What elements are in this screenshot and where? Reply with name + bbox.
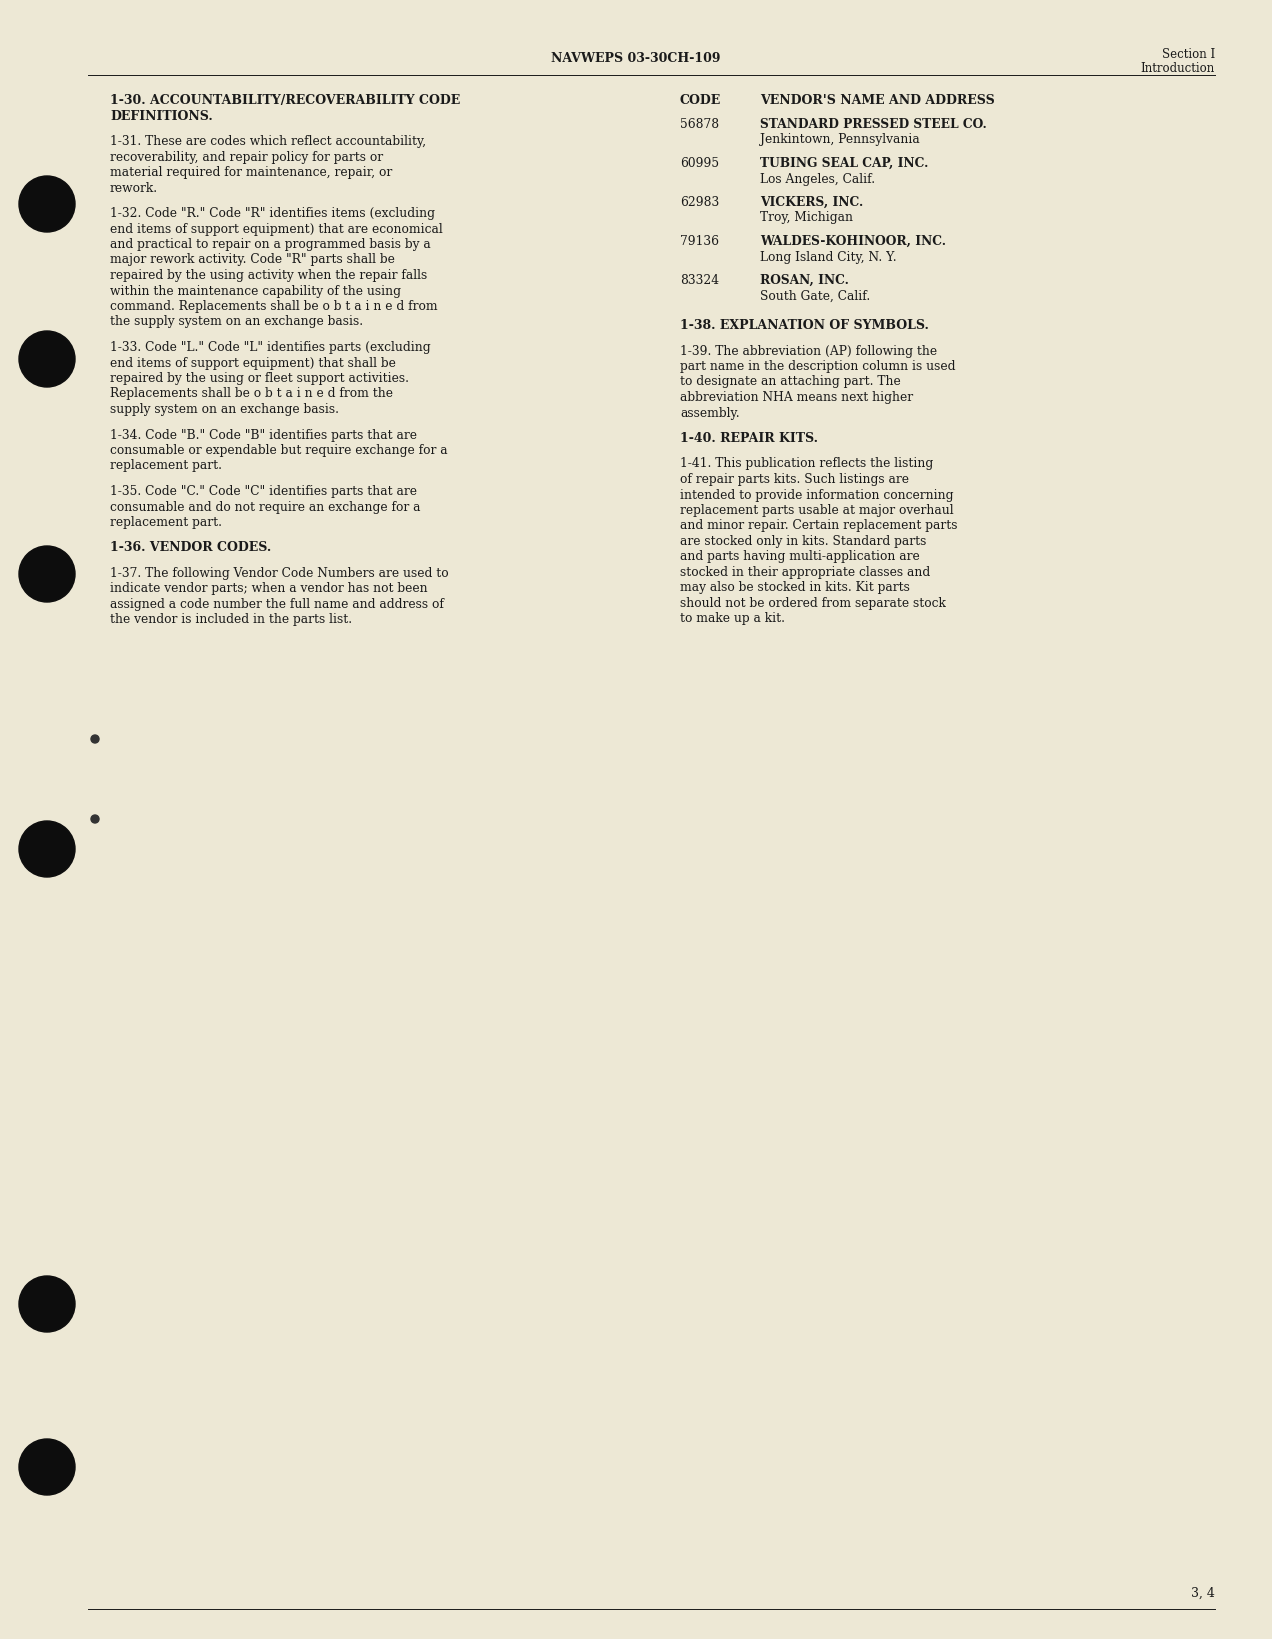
Circle shape (19, 547, 75, 603)
Text: VICKERS, INC.: VICKERS, INC. (759, 197, 864, 208)
Text: TUBING SEAL CAP, INC.: TUBING SEAL CAP, INC. (759, 157, 929, 170)
Text: consumable and do not require an exchange for a: consumable and do not require an exchang… (109, 500, 421, 513)
Text: 1-31. These are codes which reflect accountability,: 1-31. These are codes which reflect acco… (109, 134, 426, 148)
Text: replacement parts usable at major overhaul: replacement parts usable at major overha… (681, 503, 954, 516)
Text: Jenkintown, Pennsylvania: Jenkintown, Pennsylvania (759, 133, 920, 146)
Text: abbreviation NHA means next higher: abbreviation NHA means next higher (681, 390, 913, 403)
Text: 1-39. The abbreviation (AP) following the: 1-39. The abbreviation (AP) following th… (681, 344, 937, 357)
Text: 62983: 62983 (681, 197, 719, 208)
Text: replacement part.: replacement part. (109, 516, 223, 529)
Text: South Gate, Calif.: South Gate, Calif. (759, 290, 870, 302)
Text: consumable or expendable but require exchange for a: consumable or expendable but require exc… (109, 444, 448, 457)
Text: 1-33. Code "L." Code "L" identifies parts (excluding: 1-33. Code "L." Code "L" identifies part… (109, 341, 431, 354)
Text: 1-38. EXPLANATION OF SYMBOLS.: 1-38. EXPLANATION OF SYMBOLS. (681, 320, 929, 331)
Text: supply system on an exchange basis.: supply system on an exchange basis. (109, 403, 340, 416)
Text: to make up a kit.: to make up a kit. (681, 611, 785, 624)
Text: 79136: 79136 (681, 234, 719, 247)
Text: part name in the description column is used: part name in the description column is u… (681, 361, 955, 372)
Text: Long Island City, N. Y.: Long Island City, N. Y. (759, 251, 897, 264)
Text: to designate an attaching part. The: to designate an attaching part. The (681, 375, 901, 388)
Text: 83324: 83324 (681, 274, 719, 287)
Circle shape (92, 816, 99, 823)
Text: WALDES-KOHINOOR, INC.: WALDES-KOHINOOR, INC. (759, 234, 946, 247)
Text: replacement part.: replacement part. (109, 459, 223, 472)
Text: end items of support equipment) that are economical: end items of support equipment) that are… (109, 223, 443, 236)
Text: and minor repair. Certain replacement parts: and minor repair. Certain replacement pa… (681, 520, 958, 533)
Text: end items of support equipment) that shall be: end items of support equipment) that sha… (109, 356, 396, 369)
Text: 1-40. REPAIR KITS.: 1-40. REPAIR KITS. (681, 431, 818, 444)
Text: repaired by the using or fleet support activities.: repaired by the using or fleet support a… (109, 372, 410, 385)
Text: rework.: rework. (109, 182, 158, 195)
Text: 1-34. Code "B." Code "B" identifies parts that are: 1-34. Code "B." Code "B" identifies part… (109, 428, 417, 441)
Text: Troy, Michigan: Troy, Michigan (759, 211, 854, 225)
Text: 1-36. VENDOR CODES.: 1-36. VENDOR CODES. (109, 541, 271, 554)
Text: may also be stocked in kits. Kit parts: may also be stocked in kits. Kit parts (681, 582, 909, 593)
Text: Replacements shall be o b t a i n e d from the: Replacements shall be o b t a i n e d fr… (109, 387, 393, 400)
Text: the supply system on an exchange basis.: the supply system on an exchange basis. (109, 315, 363, 328)
Text: Section I: Section I (1161, 48, 1215, 61)
Text: Los Angeles, Calif.: Los Angeles, Calif. (759, 172, 875, 185)
Text: within the maintenance capability of the using: within the maintenance capability of the… (109, 284, 401, 297)
Text: 1-35. Code "C." Code "C" identifies parts that are: 1-35. Code "C." Code "C" identifies part… (109, 485, 417, 498)
Text: and parts having multi-application are: and parts having multi-application are (681, 551, 920, 564)
Text: repaired by the using activity when the repair falls: repaired by the using activity when the … (109, 269, 427, 282)
Circle shape (19, 821, 75, 877)
Text: 1-37. The following Vendor Code Numbers are used to: 1-37. The following Vendor Code Numbers … (109, 567, 449, 580)
Text: stocked in their appropriate classes and: stocked in their appropriate classes and (681, 565, 930, 579)
Text: DEFINITIONS.: DEFINITIONS. (109, 110, 212, 123)
Text: the vendor is included in the parts list.: the vendor is included in the parts list… (109, 613, 352, 626)
Circle shape (19, 1439, 75, 1495)
Text: of repair parts kits. Such listings are: of repair parts kits. Such listings are (681, 472, 909, 485)
Text: indicate vendor parts; when a vendor has not been: indicate vendor parts; when a vendor has… (109, 582, 427, 595)
Text: intended to provide information concerning: intended to provide information concerni… (681, 488, 954, 502)
Text: STANDARD PRESSED STEEL CO.: STANDARD PRESSED STEEL CO. (759, 118, 987, 131)
Text: material required for maintenance, repair, or: material required for maintenance, repai… (109, 166, 392, 179)
Circle shape (19, 331, 75, 388)
Text: major rework activity. Code "R" parts shall be: major rework activity. Code "R" parts sh… (109, 254, 394, 266)
Text: 60995: 60995 (681, 157, 719, 170)
Text: recoverability, and repair policy for parts or: recoverability, and repair policy for pa… (109, 151, 383, 164)
Circle shape (19, 1277, 75, 1333)
Circle shape (19, 177, 75, 233)
Text: CODE: CODE (681, 93, 721, 107)
Text: 1-30. ACCOUNTABILITY/RECOVERABILITY CODE: 1-30. ACCOUNTABILITY/RECOVERABILITY CODE (109, 93, 460, 107)
Text: VENDOR'S NAME AND ADDRESS: VENDOR'S NAME AND ADDRESS (759, 93, 995, 107)
Text: 3, 4: 3, 4 (1191, 1587, 1215, 1600)
Text: 56878: 56878 (681, 118, 719, 131)
Text: and practical to repair on a programmed basis by a: and practical to repair on a programmed … (109, 238, 431, 251)
Text: NAVWEPS 03-30CH-109: NAVWEPS 03-30CH-109 (551, 52, 721, 66)
Text: ROSAN, INC.: ROSAN, INC. (759, 274, 848, 287)
Circle shape (92, 736, 99, 744)
Text: 1-32. Code "R." Code "R" identifies items (excluding: 1-32. Code "R." Code "R" identifies item… (109, 207, 435, 220)
Text: assigned a code number the full name and address of: assigned a code number the full name and… (109, 598, 444, 611)
Text: command. Replacements shall be o b t a i n e d from: command. Replacements shall be o b t a i… (109, 300, 438, 313)
Text: should not be ordered from separate stock: should not be ordered from separate stoc… (681, 597, 946, 610)
Text: are stocked only in kits. Standard parts: are stocked only in kits. Standard parts (681, 534, 926, 547)
Text: Introduction: Introduction (1141, 62, 1215, 75)
Text: assembly.: assembly. (681, 406, 739, 420)
Text: 1-41. This publication reflects the listing: 1-41. This publication reflects the list… (681, 457, 934, 470)
